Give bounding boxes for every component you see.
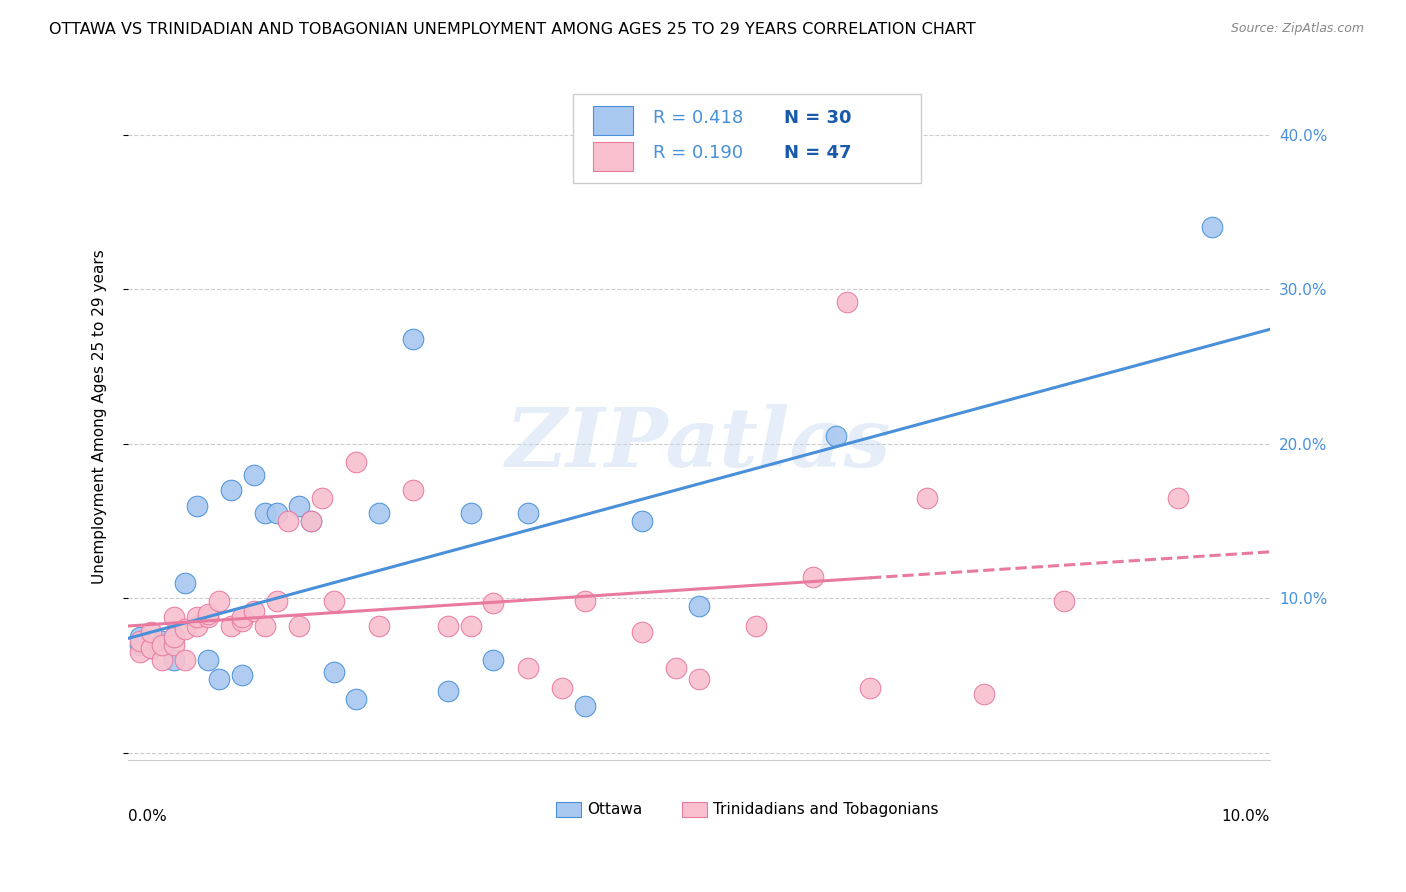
Point — [208, 594, 231, 608]
Point — [197, 653, 219, 667]
Point — [197, 607, 219, 621]
Point — [436, 684, 458, 698]
Point — [551, 681, 574, 695]
Point — [824, 429, 846, 443]
Point — [516, 661, 538, 675]
Point — [128, 634, 150, 648]
Point — [1201, 220, 1223, 235]
Point — [174, 653, 197, 667]
Point — [973, 687, 995, 701]
Point — [139, 625, 162, 640]
Point — [368, 619, 391, 633]
FancyBboxPatch shape — [574, 94, 921, 183]
Point — [242, 603, 264, 617]
Point — [266, 594, 288, 608]
Point — [219, 483, 242, 497]
Point — [186, 609, 208, 624]
Point — [139, 640, 162, 655]
Point — [266, 506, 288, 520]
Text: Source: ZipAtlas.com: Source: ZipAtlas.com — [1230, 22, 1364, 36]
Point — [128, 645, 150, 659]
Point — [311, 491, 333, 505]
Point — [745, 619, 768, 633]
Text: R = 0.418: R = 0.418 — [654, 109, 744, 127]
Point — [436, 619, 458, 633]
Point — [152, 653, 174, 667]
Point — [152, 634, 174, 648]
Point — [574, 594, 596, 608]
Point — [163, 609, 186, 624]
FancyBboxPatch shape — [593, 143, 633, 171]
Point — [231, 668, 253, 682]
Point — [299, 514, 322, 528]
Point — [174, 622, 197, 636]
Point — [219, 619, 242, 633]
Point — [231, 609, 253, 624]
Point — [1053, 594, 1076, 608]
Point — [346, 455, 368, 469]
Point — [174, 575, 197, 590]
Point — [630, 625, 652, 640]
Point — [368, 506, 391, 520]
Point — [288, 619, 311, 633]
Point — [322, 594, 344, 608]
Text: 0.0%: 0.0% — [128, 808, 167, 823]
FancyBboxPatch shape — [557, 802, 581, 817]
Point — [163, 653, 186, 667]
Point — [231, 615, 253, 629]
Point — [152, 638, 174, 652]
Point — [516, 506, 538, 520]
Point — [688, 599, 710, 613]
Point — [288, 499, 311, 513]
Point — [630, 514, 652, 528]
Point — [688, 672, 710, 686]
Text: R = 0.190: R = 0.190 — [654, 145, 744, 162]
Point — [254, 619, 277, 633]
Point — [208, 672, 231, 686]
Point — [163, 630, 186, 644]
Point — [299, 514, 322, 528]
Text: OTTAWA VS TRINIDADIAN AND TOBAGONIAN UNEMPLOYMENT AMONG AGES 25 TO 29 YEARS CORR: OTTAWA VS TRINIDADIAN AND TOBAGONIAN UNE… — [49, 22, 976, 37]
Point — [402, 483, 425, 497]
Point — [322, 665, 344, 680]
Point — [139, 640, 162, 655]
Text: Trinidadians and Tobagonians: Trinidadians and Tobagonians — [713, 803, 938, 817]
Point — [163, 638, 186, 652]
Point — [801, 569, 824, 583]
Point — [186, 619, 208, 633]
FancyBboxPatch shape — [593, 106, 633, 135]
Point — [402, 332, 425, 346]
Point — [186, 499, 208, 513]
Text: N = 47: N = 47 — [785, 145, 852, 162]
Text: N = 30: N = 30 — [785, 109, 852, 127]
Point — [1167, 491, 1189, 505]
Point — [915, 491, 938, 505]
Y-axis label: Unemployment Among Ages 25 to 29 years: Unemployment Among Ages 25 to 29 years — [93, 250, 107, 584]
Point — [482, 596, 505, 610]
Point — [254, 506, 277, 520]
Point — [460, 506, 482, 520]
FancyBboxPatch shape — [682, 802, 707, 817]
Text: 10.0%: 10.0% — [1222, 808, 1270, 823]
Point — [859, 681, 882, 695]
Point — [460, 619, 482, 633]
Point — [128, 638, 150, 652]
Point — [163, 630, 186, 644]
Point — [574, 699, 596, 714]
Point — [242, 467, 264, 482]
Point — [128, 630, 150, 644]
Text: Ottawa: Ottawa — [586, 803, 643, 817]
Point — [482, 653, 505, 667]
Point — [197, 609, 219, 624]
Text: ZIPatlas: ZIPatlas — [506, 404, 891, 484]
Point — [837, 294, 859, 309]
Point — [346, 691, 368, 706]
Point — [277, 514, 299, 528]
Point — [665, 661, 688, 675]
